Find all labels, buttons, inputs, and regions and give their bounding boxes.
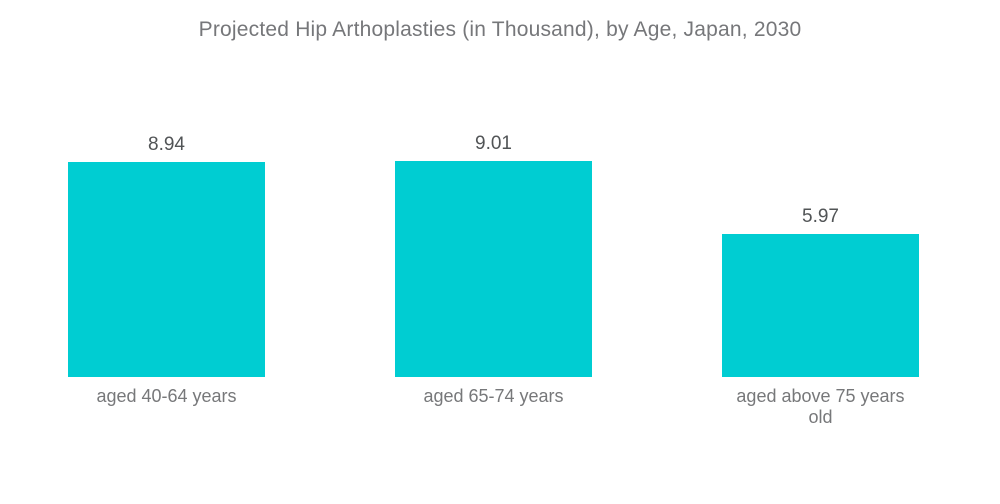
chart-title: Projected Hip Arthoplasties (in Thousand…: [198, 18, 802, 41]
bar-value-label: 5.97: [802, 206, 839, 227]
bar-group: 8.94 aged 40-64 years: [68, 134, 265, 407]
bar: [68, 162, 265, 377]
plot-area: 8.94 aged 40-64 years 9.01 aged 65-74 years…: [68, 133, 919, 427]
bar-group: 5.97 aged above 75 years old: [722, 206, 919, 427]
category-label: aged above 75 years old: [736, 386, 905, 427]
category-label: aged 40-64 years: [96, 386, 237, 406]
bar-value-label: 8.94: [148, 134, 185, 155]
category-label: aged 65-74 years: [423, 386, 564, 406]
bar: [395, 161, 592, 377]
bar-value-label: 9.01: [475, 133, 512, 154]
bar-group: 9.01 aged 65-74 years: [395, 133, 592, 407]
bar: [722, 234, 919, 377]
